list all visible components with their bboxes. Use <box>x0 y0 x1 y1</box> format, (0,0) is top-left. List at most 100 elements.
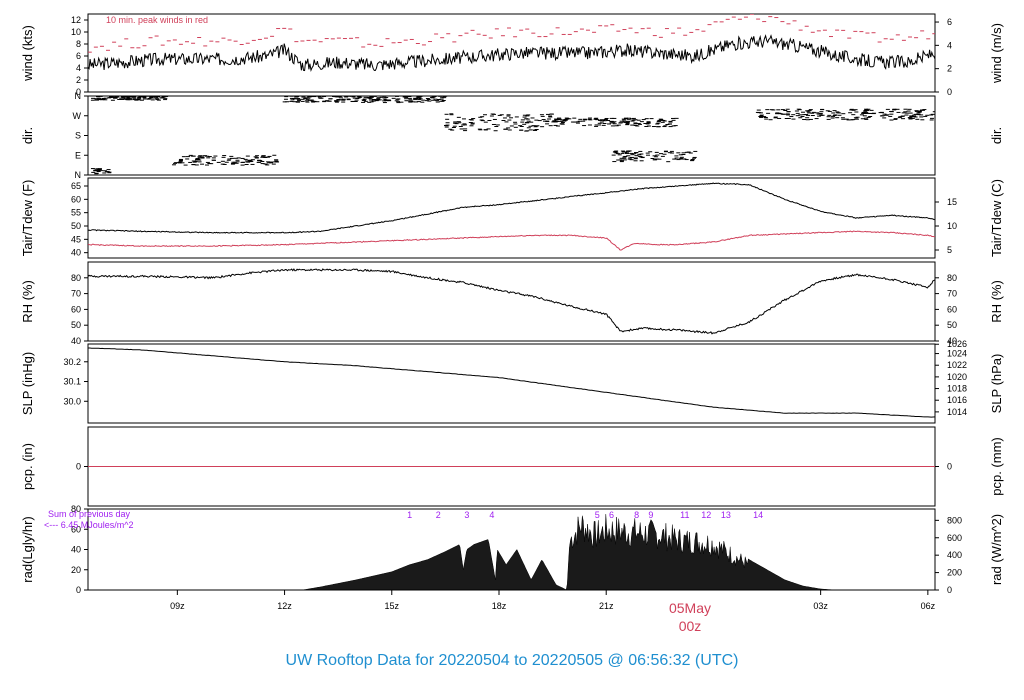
dir-ltick-label: W <box>73 111 82 121</box>
rad-marker: 3 <box>464 510 469 520</box>
rad-marker: 11 <box>680 510 689 520</box>
rad-marker: 12 <box>701 510 711 520</box>
dir-ltick-label: S <box>75 131 81 141</box>
pcp-ltick-label: 0 <box>76 462 81 472</box>
rh-rtick-label: 80 <box>947 273 957 283</box>
wind-annotation: 10 min. peak winds in red <box>106 15 208 25</box>
wind-plot <box>88 14 935 72</box>
rh-ltick-label: 80 <box>71 273 81 283</box>
rh-ltick-label: 60 <box>71 304 81 314</box>
wind-ylabel-right: wind (m/s) <box>989 23 1004 84</box>
temp-series-Tair <box>88 182 935 234</box>
rh-rtick-label: 50 <box>947 320 957 330</box>
wind-ltick-label: 6 <box>76 51 81 61</box>
temp-ltick-label: 40 <box>71 248 81 258</box>
slp-plot <box>88 347 935 418</box>
rad-ltick-label: 0 <box>76 585 81 595</box>
wind-ltick-label: 12 <box>71 15 81 25</box>
rad-note-line1: Sum of previous day <box>48 509 131 519</box>
pcp-ylabel: pcp. (in) <box>20 443 35 490</box>
time-tick-label: 21z <box>599 601 614 611</box>
slp-rtick-label: 1022 <box>947 360 967 370</box>
rad-rtick-label: 800 <box>947 515 962 525</box>
rh-ltick-label: 50 <box>71 320 81 330</box>
slp-ylabel: SLP (inHg) <box>20 352 35 415</box>
rad-rtick-label: 0 <box>947 585 952 595</box>
time-tick-label: 12z <box>277 601 292 611</box>
date-marker-sub: 00z <box>679 618 702 634</box>
slp-ylabel-right: SLP (hPa) <box>989 354 1004 414</box>
panel-wind: wind (kts) wind (m/s) 0 2 4 6 8 10 12 0 2 4 6 10 min.… <box>20 13 1004 97</box>
rh-series-0 <box>88 268 935 335</box>
rad-marker: 2 <box>436 510 441 520</box>
wind-ltick-label: 4 <box>76 63 81 73</box>
rad-ylabel-right: rad (W/m^2) <box>989 514 1004 585</box>
time-axis: 09z 12z 15z 18z 21z 03z 06z <box>170 590 936 611</box>
wind-rtick-label: 0 <box>947 87 952 97</box>
wind-rtick-label: 6 <box>947 17 952 27</box>
slp-rtick-label: 1016 <box>947 395 967 405</box>
slp-series-0 <box>88 347 935 418</box>
pcp-rtick-label: 0 <box>947 462 952 472</box>
slp-ltick-label: 30.0 <box>63 396 81 406</box>
rad-rtick-label: 400 <box>947 550 962 560</box>
wind-frame <box>87 13 936 93</box>
time-tick-label: 03z <box>813 601 828 611</box>
slp-rtick-label: 1020 <box>947 372 967 382</box>
rad-rtick-label: 600 <box>947 533 962 543</box>
page-title: UW Rooftop Data for 20220504 to 20220505… <box>286 652 739 669</box>
wind-rtick-label: 4 <box>947 40 952 50</box>
wind-ltick-label: 0 <box>76 87 81 97</box>
rh-rtick-label: 60 <box>947 304 957 314</box>
dir-ltick-label: E <box>75 150 81 160</box>
date-marker-label: 05May <box>669 600 711 616</box>
rad-marker: 6 <box>609 510 614 520</box>
temp-ltick-label: 45 <box>71 234 81 244</box>
slp-rtick-label: 1018 <box>947 384 967 394</box>
rad-ylabel: rad(Lgly/hr) <box>20 516 35 582</box>
temp-rtick-label: 10 <box>947 221 957 231</box>
rh-ylabel: RH (%) <box>20 280 35 323</box>
panel-rad: rad(Lgly/hr) rad (W/m^2)02040608002004006… <box>20 504 1004 595</box>
dir-ylabel-right: dir. <box>989 127 1004 144</box>
rad-marker: 14 <box>753 510 763 520</box>
rh-ltick-label: 40 <box>71 336 81 346</box>
rad-marker: 1 <box>407 510 412 520</box>
dir-ltick-label: N <box>75 170 82 180</box>
panel-temp: Tair/Tdew (F) Tair/Tdew (C) 40 45 50 55 60 65 5 1… <box>20 177 1004 259</box>
time-tick-label: 18z <box>492 601 507 611</box>
time-tick-label: 15z <box>385 601 400 611</box>
temp-series-Tdew <box>88 230 935 251</box>
rad-marker: 9 <box>648 510 653 520</box>
wind-ylabel: wind (kts) <box>20 25 35 82</box>
temp-ltick-label: 55 <box>71 208 81 218</box>
temp-ylabel: Tair/Tdew (F) <box>20 180 35 257</box>
temp-ltick-label: 60 <box>71 194 81 204</box>
slp-rtick-label: 1014 <box>947 407 967 417</box>
rad-marker: 4 <box>489 510 494 520</box>
slp-frame <box>87 343 936 424</box>
rad-ltick-label: 60 <box>71 524 81 534</box>
panel-pcp: pcp. (in) pcp. (mm) 0 0 <box>20 426 1004 507</box>
wind-series-0 <box>88 34 935 72</box>
dir-plot <box>90 96 935 175</box>
rh-rtick-label: 40 <box>947 336 957 346</box>
rad-marker: 5 <box>595 510 600 520</box>
panel-rh: RH (%) RH (%) 40 50 60 70 80 40 50 60 70 80 <box>20 261 1004 346</box>
rad-note-line2: <--- 6.45 MJoules/m^2 <box>44 520 134 530</box>
wind-rtick-label: 2 <box>947 64 952 74</box>
temp-ltick-label: 65 <box>71 181 81 191</box>
temp-rtick-label: 15 <box>947 197 957 207</box>
temp-plot <box>88 182 935 251</box>
rh-ylabel-right: RH (%) <box>989 280 1004 323</box>
dir-frame <box>87 95 936 176</box>
slp-ltick-label: 30.2 <box>63 357 81 367</box>
temp-rtick-label: 5 <box>947 245 952 255</box>
panel-slp: SLP (inHg) SLP (hPa)30.030.130.2101410161… <box>20 339 1004 424</box>
slp-rtick-label: 1024 <box>947 349 967 359</box>
temp-ltick-label: 50 <box>71 221 81 231</box>
rh-frame <box>87 261 936 342</box>
